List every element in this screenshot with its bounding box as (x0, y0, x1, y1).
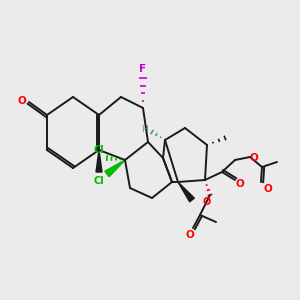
Polygon shape (96, 150, 102, 172)
Text: O: O (236, 179, 244, 189)
Text: O: O (186, 230, 194, 240)
Text: Cl: Cl (94, 176, 104, 186)
Text: O: O (250, 153, 258, 163)
Text: F: F (140, 64, 147, 74)
Text: O: O (203, 197, 211, 207)
Text: Cl: Cl (94, 145, 104, 155)
Polygon shape (105, 160, 125, 177)
Text: H: H (142, 124, 148, 134)
Text: O: O (18, 96, 26, 106)
Text: O: O (264, 184, 272, 194)
Polygon shape (178, 182, 194, 202)
